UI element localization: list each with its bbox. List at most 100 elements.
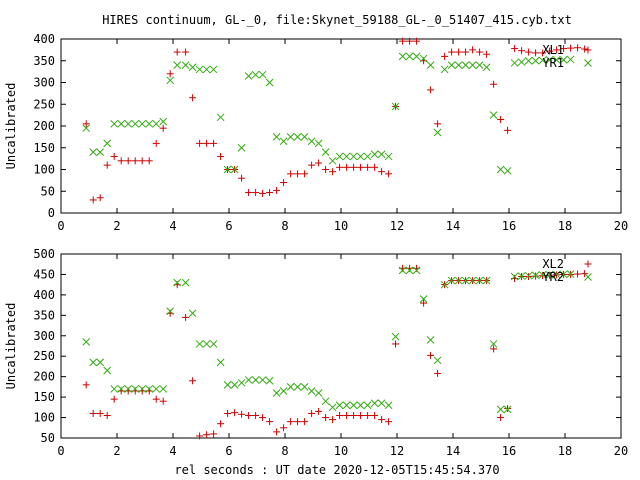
- bottom-point-yr2: [279, 387, 288, 395]
- bottom-legend-marker-yr2: [584, 273, 592, 281]
- bottom-point-yr2-d2: [244, 376, 253, 384]
- bottom-point-xl2: [203, 431, 211, 439]
- bottom-point-yr2: [293, 383, 302, 391]
- bottom-point-yr2: [510, 272, 519, 281]
- bottom-point-yr2: [433, 356, 442, 365]
- bottom-point-yr2: [545, 270, 554, 279]
- bottom-point-yr2-d2: [384, 401, 393, 410]
- bottom-point-yr2: [468, 276, 477, 285]
- top-legend-marker-xl1: [584, 46, 592, 54]
- bottom-point-yr2: [314, 389, 323, 397]
- top-point-yr1: [251, 70, 260, 79]
- bottom-point-yr2-d2: [461, 276, 470, 285]
- top-point-xl1: [525, 48, 533, 56]
- top-point-yr1-d2: [398, 52, 407, 61]
- bottom-point-yr2: [349, 401, 358, 410]
- bottom-point-yr2-d2: [82, 338, 91, 346]
- top-point-xl1: [138, 157, 146, 165]
- top-point-yr1: [349, 152, 358, 161]
- bottom-point-yr2: [152, 385, 161, 393]
- bottom-point-xl2: [96, 409, 104, 417]
- top-x-tick-label: 16: [502, 219, 516, 233]
- bottom-point-xl2: [350, 412, 358, 420]
- top-x-tick-label: 20: [614, 219, 628, 233]
- bottom-point-yr2-d2: [152, 385, 161, 393]
- bottom-point-yr2: [405, 266, 414, 275]
- bottom-point-yr2-d2: [566, 270, 575, 278]
- top-point-xl1: [110, 152, 118, 160]
- top-point-xl1: [131, 157, 139, 165]
- top-point-yr1-d2: [321, 148, 330, 156]
- bottom-x-tick-label: 20: [614, 444, 628, 458]
- top-point-xl1: [245, 189, 253, 197]
- bottom-point-xl2: [315, 407, 323, 415]
- bottom-point-yr2: [524, 271, 533, 280]
- top-point-yr1: [454, 61, 463, 69]
- top-point-xl1: [189, 94, 197, 102]
- top-point-yr1-d2: [103, 139, 112, 148]
- top-legend: XL1 YR1: [542, 43, 592, 70]
- top-point-xl1: [441, 52, 449, 60]
- top-point-yr1-d2: [426, 61, 435, 69]
- top-point-xl1: [455, 48, 463, 56]
- top-point-yr1-d2: [468, 61, 477, 69]
- top-point-yr1: [468, 61, 477, 69]
- bottom-point-xl2: [224, 409, 232, 417]
- top-point-yr1-d2: [433, 128, 442, 137]
- bottom-point-yr2-d2: [545, 270, 554, 279]
- bottom-point-yr2-d2: [468, 276, 477, 285]
- top-point-yr1-d2: [545, 56, 554, 64]
- top-point-yr1: [412, 52, 421, 61]
- top-point-yr1-d2: [251, 70, 260, 79]
- bottom-point-yr2: [110, 385, 119, 393]
- top-point-yr1: [496, 165, 505, 174]
- bottom-point-yr2-d2: [440, 280, 449, 289]
- top-point-yr1: [293, 133, 302, 141]
- top-point-xl1: [546, 47, 554, 55]
- top-point-xl1: [406, 37, 414, 45]
- bottom-point-yr2: [237, 378, 246, 387]
- bottom-point-xl2: [238, 410, 246, 418]
- bottom-point-xl2: [308, 409, 316, 417]
- top-point-yr1: [82, 124, 91, 133]
- top-point-xl1: [210, 139, 218, 147]
- bottom-point-yr2-d2: [124, 385, 133, 393]
- top-point-yr1-d2: [293, 133, 302, 141]
- top-point-yr1-d2: [216, 113, 225, 122]
- bottom-point-yr2: [159, 385, 168, 393]
- top-point-yr1: [391, 102, 400, 111]
- top-point-yr1-d2: [377, 150, 386, 159]
- bottom-point-yr2: [419, 295, 428, 303]
- top-point-yr1: [398, 52, 407, 61]
- bottom-point-xl2: [420, 299, 428, 307]
- top-point-xl1: [315, 159, 323, 167]
- bottom-point-xl2: [210, 430, 218, 438]
- bottom-x-tick-label: 10: [334, 444, 348, 458]
- top-point-yr1-d2: [482, 63, 491, 72]
- bottom-point-xl2: [159, 397, 167, 405]
- top-point-xl1: [427, 86, 435, 94]
- top-point-yr1-d2: [173, 61, 182, 69]
- top-y-tick-label: 50: [41, 184, 55, 198]
- top-point-yr1: [426, 61, 435, 69]
- bottom-point-yr2: [454, 276, 463, 285]
- bottom-point-yr2-d2: [419, 295, 428, 303]
- top-point-yr1: [363, 152, 372, 161]
- bottom-point-yr2-d2: [188, 309, 197, 318]
- top-point-yr1: [209, 65, 218, 74]
- bottom-point-xl2: [385, 418, 393, 426]
- top-point-xl1: [371, 163, 379, 171]
- top-point-xl1: [350, 163, 358, 171]
- top-point-yr1-d2: [461, 61, 470, 69]
- bottom-point-yr2: [342, 401, 351, 410]
- bottom-point-yr2-d2: [251, 376, 260, 384]
- bottom-point-yr2: [195, 340, 204, 348]
- top-point-yr1-d2: [517, 58, 526, 66]
- top-point-xl1: [217, 152, 225, 160]
- top-point-yr1-d2: [188, 63, 197, 72]
- top-legend-label-xl1: XL1: [542, 43, 564, 57]
- top-point-yr1: [265, 78, 274, 87]
- bottom-y-tick-label: 250: [33, 349, 55, 363]
- top-point-yr1: [272, 133, 281, 141]
- bottom-point-yr2: [426, 336, 435, 344]
